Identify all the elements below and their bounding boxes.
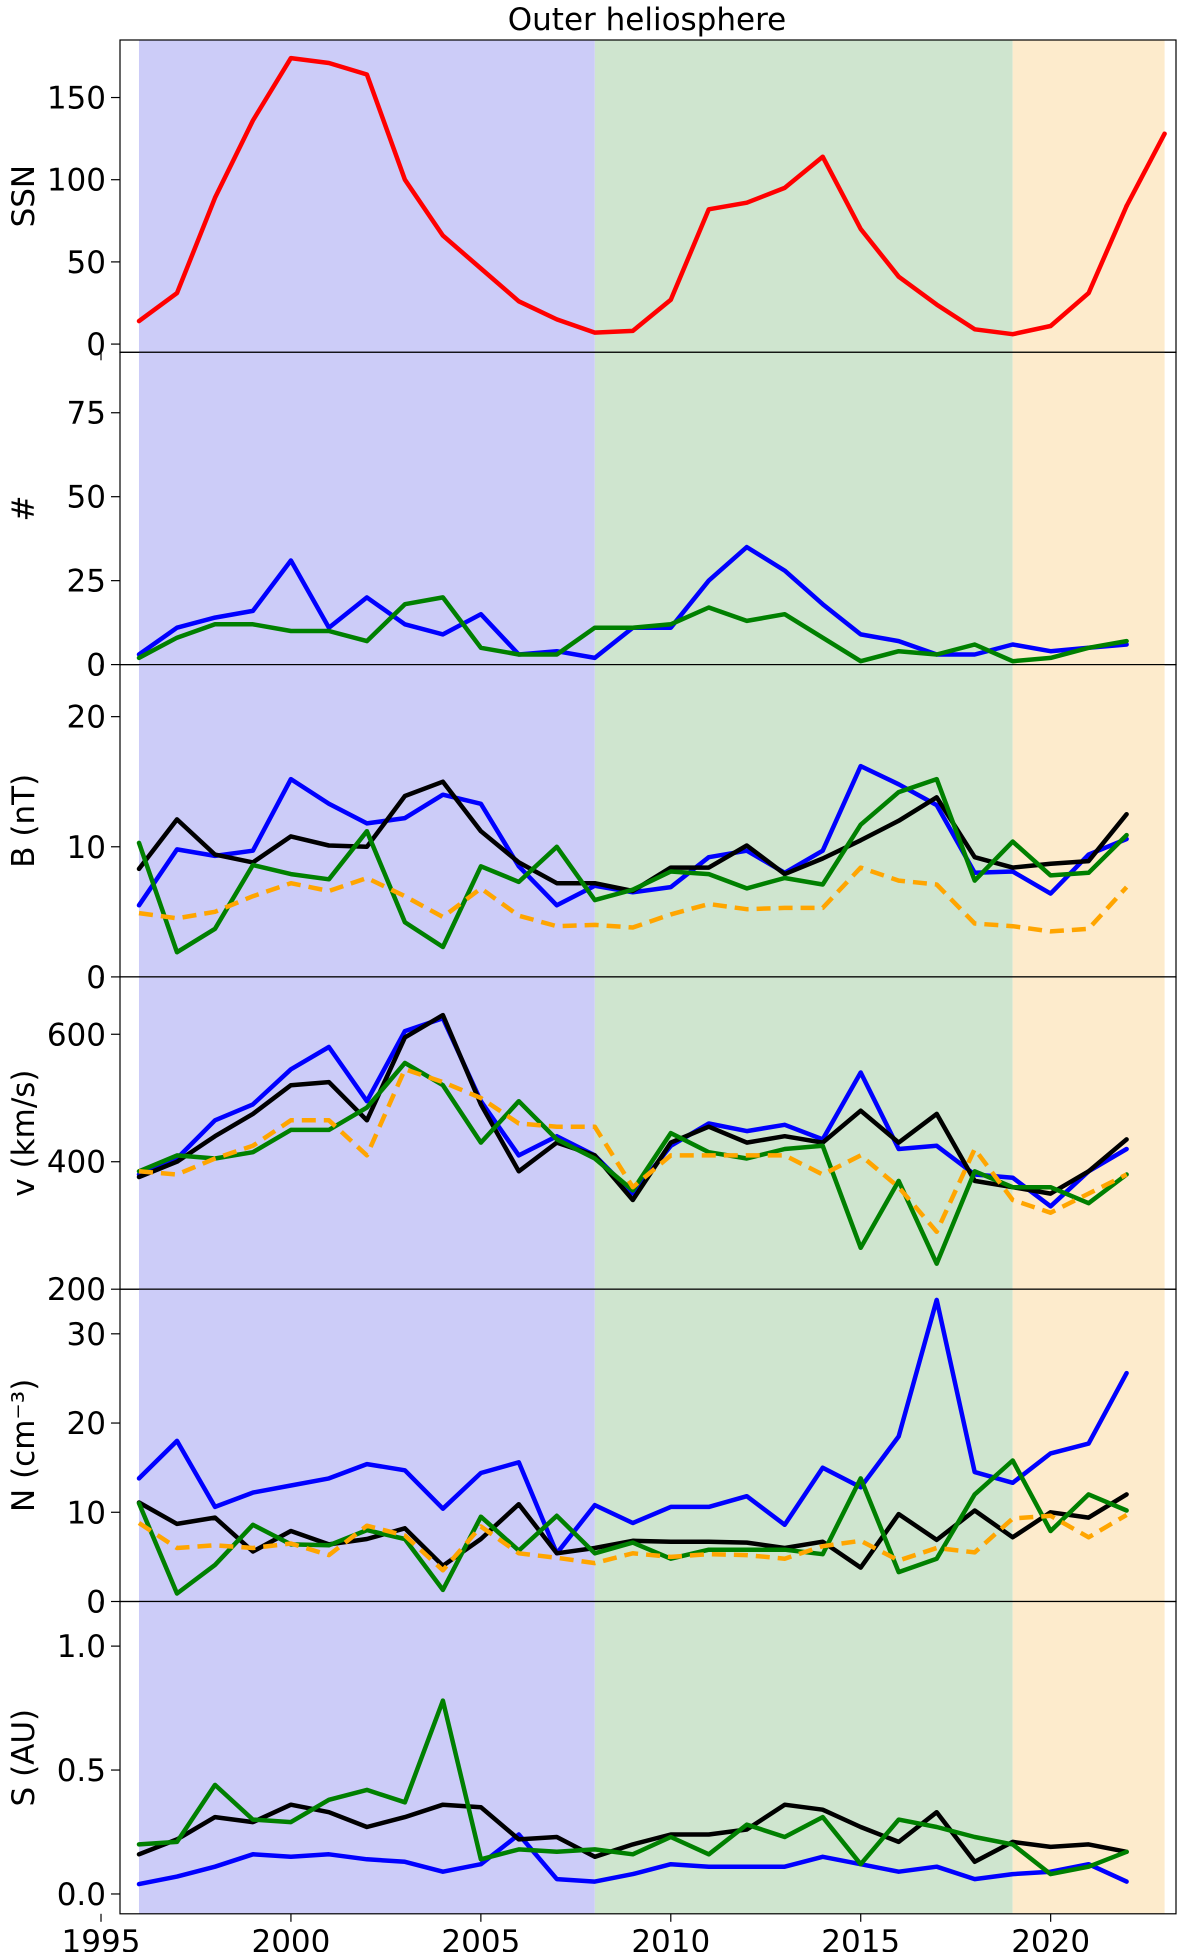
y-tick-label: 30 [67, 1317, 106, 1353]
panel-5: 0 10 20 30 N (cm⁻³) [6, 1288, 1177, 1621]
x-tick-label: 2015 [821, 1924, 900, 1952]
panel-frame [119, 1600, 1177, 1915]
shaded-interval-1 [138, 664, 595, 977]
y-tick-label: 0 [86, 648, 106, 684]
shaded-interval-3 [1012, 976, 1165, 1290]
panel-1: 0 50 100 150 SSN [6, 39, 1177, 363]
y-tick-label: 10 [67, 1495, 106, 1531]
y-tick-label: 20 [67, 1406, 106, 1442]
series-line-1 [136, 55, 1129, 337]
y-tick-label: 20 [67, 700, 106, 736]
y-tick-label: 75 [67, 396, 106, 432]
series-line-4 [138, 1067, 1128, 1235]
x-tick-label: 1995 [62, 1924, 141, 1952]
y-tick-label: 0 [86, 327, 106, 363]
y-tick-label: 100 [47, 163, 106, 199]
shaded-interval-1 [138, 352, 595, 665]
series-line-3 [136, 1060, 1129, 1266]
shaded-interval-1 [138, 976, 595, 1290]
series-line-3 [136, 1698, 1129, 1877]
y-tick-label: 0 [86, 1585, 106, 1621]
series-line-3 [136, 776, 1129, 955]
series-line-2 [136, 1012, 1129, 1203]
series-line-4 [137, 1512, 1128, 1573]
y-tick-label: 600 [47, 1017, 106, 1053]
shaded-interval-2 [594, 40, 1013, 353]
y-tick-label: 0 [86, 960, 106, 996]
series-line-3 [136, 1458, 1129, 1596]
y-tick-label: 1.0 [57, 1629, 106, 1665]
chart-title: Outer heliosphere [508, 2, 786, 38]
y-tick-label: 50 [67, 245, 106, 281]
y-tick-label: 10 [67, 830, 106, 866]
y-axis-label: # [6, 495, 42, 521]
shaded-interval-2 [594, 352, 1013, 665]
y-axis-label: v (km/s) [6, 1069, 42, 1196]
series-line-1 [136, 1297, 1129, 1556]
shaded-interval-1 [138, 1601, 595, 1914]
series-line-2 [136, 595, 1129, 664]
y-tick-label: 25 [67, 564, 106, 600]
panel-3: 0 10 20 B (nT) [6, 663, 1177, 996]
panel-2: 0 25 50 75 # [6, 351, 1177, 684]
shaded-interval-3 [1012, 40, 1165, 353]
series-line-2 [136, 1802, 1129, 1865]
y-axis-label: N (cm⁻³) [6, 1379, 42, 1512]
y-tick-label: 50 [67, 480, 106, 516]
series-line-2 [1124, 131, 1167, 209]
y-axis-label: B (nT) [6, 774, 42, 868]
shaded-interval-3 [1012, 664, 1165, 977]
x-tick-label: 2000 [251, 1924, 330, 1952]
y-tick-label: 150 [47, 81, 106, 117]
x-tick-label: 2010 [631, 1924, 710, 1952]
y-tick-label: 200 [47, 1272, 106, 1308]
y-tick-label: 0.5 [57, 1753, 106, 1789]
x-tick-label: 2020 [1011, 1924, 1090, 1952]
panel-6: 0.0 0.5 1.0 S (AU) 1995 2000 2005 2010 2015 2020 [6, 1600, 1177, 1952]
y-tick-label: 0.0 [57, 1877, 106, 1913]
series-line-1 [136, 1832, 1129, 1887]
shaded-interval-3 [1012, 352, 1165, 665]
y-axis-label: SSN [6, 165, 42, 228]
x-tick-label: 2005 [441, 1924, 520, 1952]
series-line-4 [138, 865, 1129, 934]
y-tick-label: 400 [47, 1145, 106, 1181]
series-line-1 [136, 1016, 1129, 1209]
y-axis-label: S (AU) [6, 1709, 42, 1807]
